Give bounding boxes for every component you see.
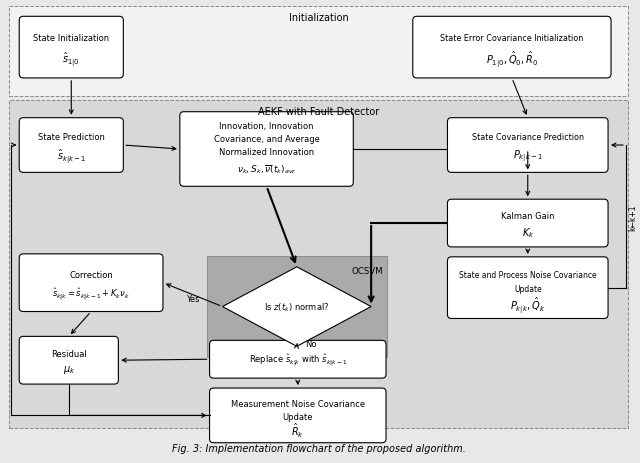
Text: Kalman Gain: Kalman Gain: [501, 212, 554, 221]
Text: Residual: Residual: [51, 349, 86, 358]
Polygon shape: [223, 267, 371, 347]
Text: Measurement Noise Covariance: Measurement Noise Covariance: [231, 399, 365, 408]
Text: Innovation, Innovation: Innovation, Innovation: [220, 121, 314, 131]
Text: $\hat{R}_k$: $\hat{R}_k$: [291, 421, 304, 438]
Text: AEKF with Fault Detector: AEKF with Fault Detector: [258, 106, 380, 117]
Text: Update: Update: [282, 412, 313, 421]
FancyBboxPatch shape: [19, 337, 118, 384]
Text: OCSVM: OCSVM: [351, 266, 383, 275]
Bar: [207, 257, 387, 357]
FancyBboxPatch shape: [447, 257, 608, 319]
Text: Fig. 3: Implementation flowchart of the proposed algorithm.: Fig. 3: Implementation flowchart of the …: [172, 443, 465, 453]
Text: $P_{k|k}, \hat{Q}_k$: $P_{k|k}, \hat{Q}_k$: [510, 294, 545, 314]
FancyBboxPatch shape: [413, 17, 611, 79]
Text: State Initialization: State Initialization: [33, 34, 109, 43]
Text: $\hat{s}_{k|k-1}$: $\hat{s}_{k|k-1}$: [56, 147, 86, 164]
FancyBboxPatch shape: [447, 119, 608, 173]
Text: $\hat{s}_{k|k} = \hat{s}_{k|k-1} + K_k\nu_k$: $\hat{s}_{k|k} = \hat{s}_{k|k-1} + K_k\n…: [52, 286, 130, 301]
Text: $\mu_k$: $\mu_k$: [63, 363, 75, 375]
Text: Normalized Innovation: Normalized Innovation: [219, 148, 314, 157]
Text: $\nu_k, S_k, \overline{\nu}(t_k)_{avr}$: $\nu_k, S_k, \overline{\nu}(t_k)_{avr}$: [237, 163, 296, 175]
Text: $P_{1|0}, \hat{Q}_0, \hat{R}_0$: $P_{1|0}, \hat{Q}_0, \hat{R}_0$: [486, 49, 538, 69]
FancyBboxPatch shape: [180, 113, 353, 187]
FancyBboxPatch shape: [209, 388, 386, 443]
Text: Replace $\hat{s}_{k|k}$ with $\hat{s}_{k|k-1}$: Replace $\hat{s}_{k|k}$ with $\hat{s}_{k…: [249, 351, 347, 367]
Text: Initialization: Initialization: [289, 13, 348, 23]
Text: k←k+1: k←k+1: [628, 204, 637, 230]
Bar: [10, 7, 628, 97]
Text: Is $z(t_k)$ normal?: Is $z(t_k)$ normal?: [264, 300, 330, 313]
Text: Update: Update: [514, 285, 541, 294]
FancyBboxPatch shape: [19, 17, 124, 79]
Bar: [10, 100, 628, 428]
Text: Covariance, and Average: Covariance, and Average: [214, 135, 319, 144]
FancyBboxPatch shape: [19, 119, 124, 173]
FancyBboxPatch shape: [209, 341, 386, 378]
Text: No: No: [305, 339, 316, 348]
FancyBboxPatch shape: [447, 200, 608, 247]
Text: State and Process Noise Covariance: State and Process Noise Covariance: [459, 270, 596, 279]
FancyBboxPatch shape: [19, 254, 163, 312]
Text: State Prediction: State Prediction: [38, 133, 105, 142]
Text: State Error Covariance Initialization: State Error Covariance Initialization: [440, 34, 584, 43]
Text: Yes: Yes: [186, 294, 200, 303]
Text: $P_{k|k-1}$: $P_{k|k-1}$: [513, 148, 543, 163]
Text: Correction: Correction: [69, 270, 113, 279]
Text: $K_k$: $K_k$: [522, 225, 534, 239]
Text: $\hat{s}_{1|0}$: $\hat{s}_{1|0}$: [63, 50, 80, 68]
Text: State Covariance Prediction: State Covariance Prediction: [472, 133, 584, 142]
